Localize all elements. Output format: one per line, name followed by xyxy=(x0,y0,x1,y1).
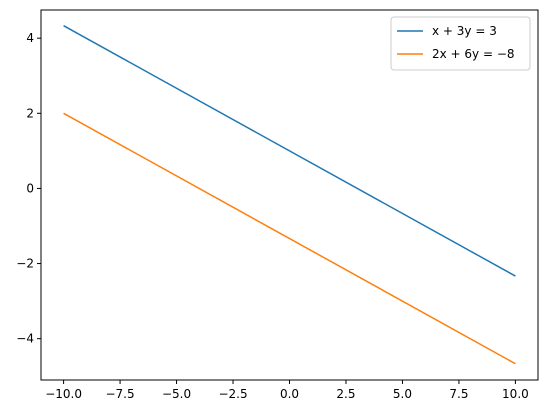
x-tick-label: −10.0 xyxy=(45,387,82,401)
y-axis-ticks: −4 −2 0 2 4 xyxy=(16,31,41,346)
legend-box xyxy=(390,16,531,71)
x-tick-label: 2.5 xyxy=(336,387,355,401)
x-tick-label: 7.5 xyxy=(449,387,468,401)
x-tick-label: −2.5 xyxy=(218,387,247,401)
x-tick-label: 5.0 xyxy=(393,387,412,401)
plot-area xyxy=(40,9,539,381)
x-tick-label: 0.0 xyxy=(280,387,299,401)
legend-label-series-2: 2x + 6y = −8 xyxy=(432,47,515,61)
y-tick-label: 4 xyxy=(26,31,34,45)
x-tick-label: −7.5 xyxy=(105,387,134,401)
y-tick-label: −4 xyxy=(16,332,34,346)
y-tick-label: −2 xyxy=(16,257,34,271)
series-line-1 xyxy=(63,25,516,277)
legend-label-series-1: x + 3y = 3 xyxy=(432,24,497,38)
series-line-2 xyxy=(63,112,516,365)
x-tick-label: 10.0 xyxy=(502,387,529,401)
x-axis-ticks: −10.0 −7.5 −5.0 −2.5 0.0 2.5 5.0 7.5 10.0 xyxy=(45,380,529,401)
y-tick-label: 2 xyxy=(26,106,34,120)
legend: x + 3y = 3 2x + 6y = −8 xyxy=(390,16,531,71)
series-layer xyxy=(63,25,516,365)
x-tick-label: −5.0 xyxy=(162,387,191,401)
y-tick-label: 0 xyxy=(26,181,34,195)
